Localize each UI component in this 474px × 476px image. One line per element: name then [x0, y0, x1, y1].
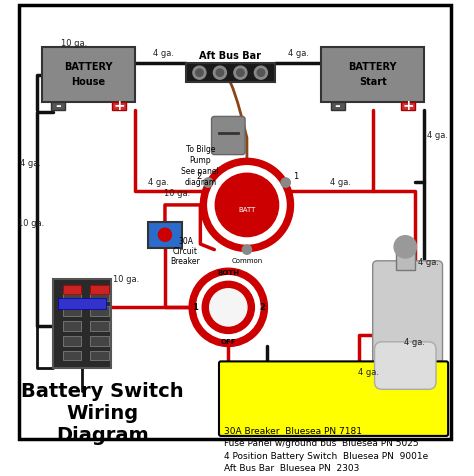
Bar — [186, 63, 275, 82]
Bar — [148, 222, 182, 248]
Circle shape — [189, 268, 267, 347]
Text: BATTERY: BATTERY — [348, 62, 397, 72]
Circle shape — [394, 236, 417, 258]
Bar — [91, 307, 109, 316]
Bar — [63, 336, 81, 346]
Text: 1: 1 — [192, 303, 198, 312]
Circle shape — [158, 228, 172, 241]
Text: To Bilge
Pump
See panel
diagram: To Bilge Pump See panel diagram — [182, 145, 219, 187]
Bar — [63, 285, 81, 294]
Text: 4 ga.: 4 ga. — [357, 368, 379, 377]
Circle shape — [255, 66, 267, 79]
Bar — [91, 351, 109, 360]
Bar — [112, 102, 126, 110]
Text: Battery Switch
Wiring
Diagram: Battery Switch Wiring Diagram — [21, 382, 184, 445]
Circle shape — [281, 178, 290, 187]
Text: 4 ga.: 4 ga. — [329, 178, 351, 187]
Circle shape — [202, 281, 255, 334]
Text: 4 ga.: 4 ga. — [404, 338, 425, 347]
Bar — [51, 102, 65, 110]
Text: +: + — [402, 99, 414, 113]
Text: Start: Start — [359, 77, 387, 87]
Bar — [91, 291, 109, 301]
Circle shape — [216, 69, 224, 76]
Bar — [53, 279, 111, 368]
Bar — [401, 102, 415, 110]
Bar — [63, 291, 81, 301]
Circle shape — [237, 69, 244, 76]
FancyBboxPatch shape — [373, 261, 443, 363]
Circle shape — [203, 178, 213, 187]
Text: 2: 2 — [196, 172, 201, 181]
Bar — [321, 47, 424, 102]
Text: BATTERY: BATTERY — [64, 62, 113, 72]
Circle shape — [208, 166, 286, 244]
Text: +: + — [113, 99, 125, 113]
Text: 30A Breaker  Bluesea PN 7181
Fuse Panel w/ground bus  Bluesea PN 5025
4 Position: 30A Breaker Bluesea PN 7181 Fuse Panel w… — [224, 426, 428, 473]
Text: Aft Bus Bar: Aft Bus Bar — [199, 51, 261, 61]
Text: 10 ga.: 10 ga. — [113, 275, 139, 284]
Circle shape — [196, 69, 203, 76]
Text: 4 ga.: 4 ga. — [288, 49, 309, 58]
Bar — [63, 351, 81, 360]
Bar — [91, 336, 109, 346]
Circle shape — [193, 66, 206, 79]
FancyBboxPatch shape — [219, 361, 448, 436]
Bar — [91, 285, 109, 294]
FancyBboxPatch shape — [374, 342, 436, 389]
Bar — [331, 102, 345, 110]
Circle shape — [213, 66, 227, 79]
Text: Common: Common — [231, 258, 263, 264]
Circle shape — [242, 245, 252, 254]
Text: BOTH: BOTH — [217, 270, 239, 276]
Text: 4 ga.: 4 ga. — [418, 258, 439, 267]
Text: 4 ga.: 4 ga. — [428, 130, 448, 139]
Bar — [63, 307, 81, 316]
Bar — [42, 47, 135, 102]
Circle shape — [201, 159, 293, 251]
Bar — [63, 321, 81, 331]
Text: 10 ga.: 10 ga. — [18, 219, 44, 228]
Text: House: House — [72, 77, 106, 87]
Circle shape — [257, 69, 264, 76]
Text: 4 ga.: 4 ga. — [20, 159, 41, 168]
Text: 1: 1 — [293, 172, 298, 181]
Bar — [396, 247, 415, 270]
Text: 30A
Circuit
Breaker: 30A Circuit Breaker — [171, 237, 201, 267]
Text: 10 ga.: 10 ga. — [164, 189, 190, 198]
Circle shape — [234, 66, 247, 79]
FancyBboxPatch shape — [211, 117, 245, 155]
Text: 2: 2 — [259, 303, 265, 312]
Text: BATT: BATT — [238, 207, 255, 213]
Circle shape — [197, 276, 260, 339]
Circle shape — [215, 173, 279, 237]
Text: 10 ga.: 10 ga. — [62, 40, 88, 48]
Bar — [58, 298, 106, 309]
Text: -: - — [55, 99, 61, 113]
Text: -: - — [334, 99, 340, 113]
Text: 4 ga.: 4 ga. — [148, 178, 169, 187]
Circle shape — [210, 289, 247, 326]
Text: OFF: OFF — [220, 339, 236, 345]
Text: 4 ga.: 4 ga. — [153, 49, 173, 58]
Bar — [91, 321, 109, 331]
